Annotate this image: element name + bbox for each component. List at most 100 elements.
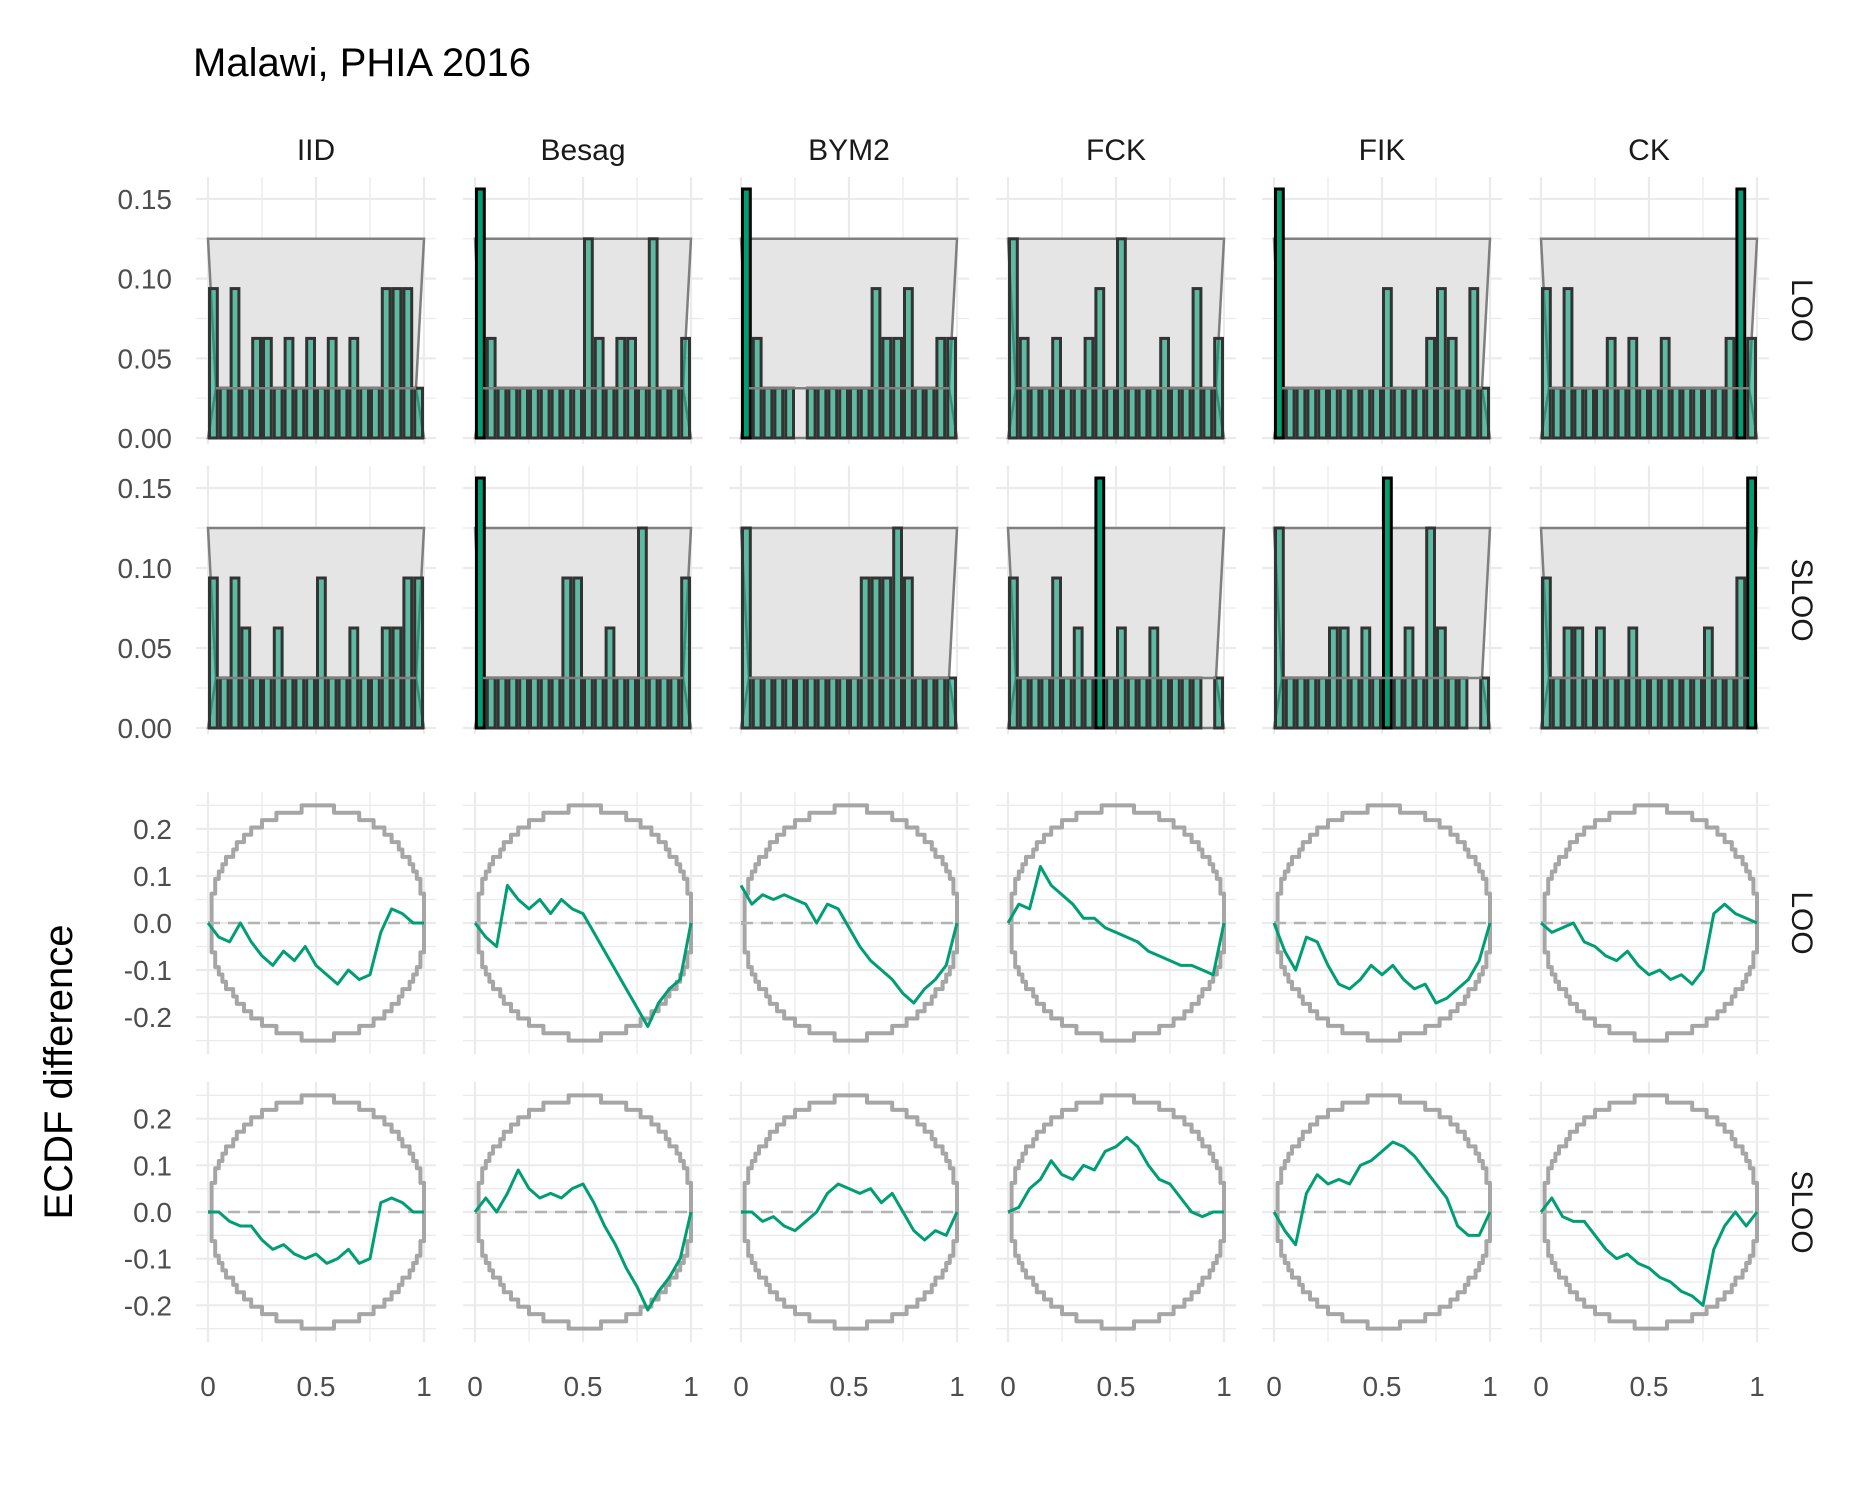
confidence-band-lower bbox=[208, 921, 426, 1043]
histogram-bar bbox=[370, 676, 381, 730]
histogram-bar bbox=[1295, 386, 1307, 440]
histogram-bar bbox=[827, 386, 839, 440]
histogram-panel-sloo-besag bbox=[463, 466, 703, 734]
histogram-bar bbox=[1382, 476, 1393, 730]
x-tick-label: 0 bbox=[1000, 1371, 1016, 1402]
x-tick-label: 0 bbox=[1266, 1371, 1282, 1402]
histogram-bar bbox=[1170, 676, 1181, 730]
histogram-bar bbox=[1018, 676, 1030, 730]
histogram-bar bbox=[1116, 237, 1127, 440]
histogram-bar bbox=[1349, 386, 1361, 440]
histogram-bar bbox=[485, 676, 497, 730]
histogram-bar bbox=[784, 676, 796, 730]
histogram-bar bbox=[913, 386, 925, 440]
histogram-bar bbox=[1083, 676, 1095, 730]
histogram-bar bbox=[316, 576, 327, 730]
ecdf-difference-line bbox=[206, 907, 424, 986]
ecdf-difference-line bbox=[1007, 1135, 1224, 1219]
histogram-bar bbox=[859, 386, 871, 440]
facet-row-strips: LOO SLOO LOO SLOO bbox=[1785, 279, 1818, 1254]
y-tick-label: 0.1 bbox=[133, 861, 172, 892]
histogram-bar bbox=[816, 386, 828, 440]
histogram-bar bbox=[240, 386, 252, 440]
histogram-bar bbox=[1436, 287, 1447, 440]
y-tick-label: 0.2 bbox=[133, 1104, 172, 1135]
histogram-bar bbox=[1425, 526, 1436, 730]
histogram-bar bbox=[402, 287, 414, 440]
histogram-bar bbox=[903, 576, 914, 730]
histogram-bar bbox=[913, 676, 925, 730]
histogram-bar bbox=[1735, 576, 1747, 730]
histogram-bar bbox=[637, 526, 648, 730]
histogram-bar bbox=[1202, 386, 1214, 440]
histogram-bar bbox=[229, 576, 241, 730]
histogram-bar bbox=[1180, 676, 1192, 730]
histogram-bar bbox=[283, 676, 295, 730]
histogram-bar bbox=[496, 386, 508, 440]
chart-title: Malawi, PHIA 2016 bbox=[193, 41, 531, 85]
histogram-bar bbox=[550, 386, 562, 440]
facet-row-label-loo: LOO bbox=[1785, 891, 1818, 954]
histogram-panel-loo-fik bbox=[1262, 177, 1502, 444]
histogram-bar bbox=[1692, 676, 1703, 730]
y-tick-label: 0.15 bbox=[118, 184, 173, 215]
histogram-bar bbox=[1191, 287, 1203, 440]
histogram-bar bbox=[1468, 287, 1480, 440]
histogram-bar bbox=[1616, 676, 1628, 730]
histogram-bar bbox=[1541, 287, 1552, 440]
histogram-bar bbox=[496, 676, 508, 730]
histogram-bar bbox=[1040, 676, 1052, 730]
histogram-bar bbox=[637, 386, 648, 440]
histogram-panel-sloo-fck bbox=[996, 466, 1236, 734]
facet-label-besag: Besag bbox=[540, 134, 625, 167]
x-tick-label: 1 bbox=[1216, 1371, 1232, 1402]
histogram-bar bbox=[1284, 676, 1296, 730]
histogram-bar bbox=[741, 526, 752, 730]
x-tick-label: 0 bbox=[1533, 1371, 1549, 1402]
histogram-bar bbox=[1595, 386, 1606, 440]
histogram-bar bbox=[1649, 386, 1660, 440]
ecdf-panel-sloo-besag bbox=[463, 1082, 703, 1342]
ecdf-panel-sloo-ck bbox=[1529, 1082, 1769, 1342]
confidence-band-lower bbox=[741, 921, 959, 1043]
histogram-bar bbox=[1479, 386, 1490, 440]
confidence-band-upper bbox=[741, 803, 959, 925]
x-tick-label: 0.5 bbox=[297, 1371, 336, 1402]
ecdf-panel-sloo-iid bbox=[196, 1082, 436, 1342]
confidence-band-lower bbox=[1008, 1210, 1226, 1331]
histogram-panel-loo-iid bbox=[196, 177, 436, 444]
x-tick-label: 1 bbox=[1749, 1371, 1765, 1402]
histogram-bar bbox=[1638, 386, 1649, 440]
y-tick-label: -0.2 bbox=[124, 1290, 172, 1321]
histogram-bar bbox=[1191, 676, 1203, 730]
x-tick-label: 0 bbox=[733, 1371, 749, 1402]
y-tick-label: 0.00 bbox=[118, 423, 173, 454]
confidence-band-lower bbox=[1274, 1210, 1492, 1331]
histogram-bar bbox=[529, 386, 540, 440]
ecdf-difference-line bbox=[1272, 1140, 1492, 1247]
histogram-bar bbox=[391, 287, 403, 440]
ecdf-panel-loo-besag bbox=[463, 792, 703, 1054]
histogram-bar bbox=[1105, 676, 1116, 730]
histogram-bar bbox=[218, 676, 230, 730]
histogram-bar bbox=[1284, 386, 1296, 440]
histogram-bar bbox=[1638, 676, 1649, 730]
y-tick-label: 0.2 bbox=[133, 814, 172, 845]
ecdf-panel-sloo-bym2 bbox=[729, 1082, 969, 1342]
histogram-bar bbox=[849, 676, 860, 730]
histogram-bar bbox=[1746, 476, 1757, 730]
histogram-bar bbox=[903, 287, 914, 440]
histogram-bar bbox=[1008, 576, 1019, 730]
histogram-bar bbox=[1403, 386, 1415, 440]
ecdf-panel-loo-iid bbox=[196, 792, 436, 1054]
histogram-bar bbox=[1371, 676, 1382, 730]
x-tick-label: 0.5 bbox=[1097, 1371, 1136, 1402]
confidence-band-upper bbox=[1541, 803, 1759, 925]
histogram-bar bbox=[550, 676, 562, 730]
histogram-bar bbox=[1573, 386, 1585, 440]
histogram-bar bbox=[924, 676, 936, 730]
histogram-panel-sloo-iid bbox=[196, 466, 436, 734]
histogram-bar bbox=[1306, 676, 1318, 730]
y-tick-label: -0.1 bbox=[124, 1244, 172, 1275]
